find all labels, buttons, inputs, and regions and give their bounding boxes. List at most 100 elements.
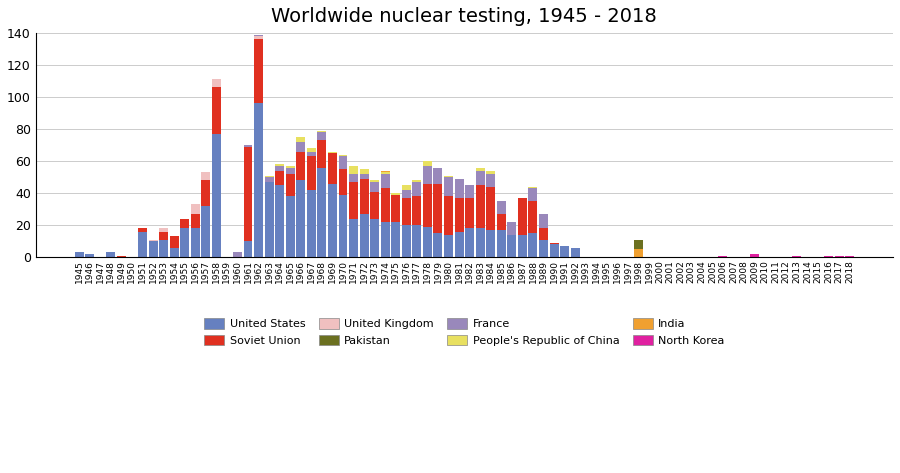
Bar bbox=[138, 228, 147, 232]
Bar bbox=[486, 174, 495, 187]
Bar bbox=[318, 140, 327, 167]
Bar bbox=[349, 182, 358, 219]
Bar bbox=[138, 232, 147, 257]
Bar bbox=[275, 166, 284, 171]
Bar bbox=[285, 167, 294, 174]
Bar bbox=[518, 198, 526, 235]
Bar bbox=[401, 225, 410, 257]
Bar bbox=[117, 255, 126, 257]
Bar bbox=[476, 167, 485, 171]
Bar bbox=[244, 241, 253, 257]
Bar bbox=[349, 166, 358, 174]
Bar bbox=[244, 147, 253, 241]
Bar bbox=[750, 254, 759, 257]
Bar bbox=[401, 185, 410, 190]
Bar bbox=[634, 249, 643, 257]
Bar bbox=[265, 182, 274, 257]
Bar bbox=[381, 174, 390, 188]
Bar bbox=[296, 137, 305, 142]
Bar bbox=[169, 247, 178, 257]
Bar bbox=[360, 169, 369, 174]
Bar bbox=[539, 214, 548, 228]
Bar bbox=[202, 180, 211, 206]
Bar bbox=[328, 153, 337, 184]
Bar bbox=[106, 253, 115, 257]
Bar bbox=[497, 230, 506, 257]
Bar bbox=[476, 171, 485, 185]
Bar bbox=[148, 241, 157, 257]
Bar bbox=[454, 198, 464, 232]
Bar bbox=[476, 185, 485, 228]
Bar bbox=[465, 185, 474, 198]
Bar bbox=[285, 196, 294, 257]
Bar bbox=[338, 195, 347, 257]
Title: Worldwide nuclear testing, 1945 - 2018: Worldwide nuclear testing, 1945 - 2018 bbox=[272, 7, 657, 26]
Bar bbox=[360, 179, 369, 214]
Bar bbox=[528, 187, 537, 188]
Bar bbox=[392, 193, 400, 195]
Bar bbox=[212, 88, 220, 134]
Bar bbox=[338, 169, 347, 195]
Bar bbox=[349, 219, 358, 257]
Bar bbox=[824, 255, 833, 257]
Bar bbox=[412, 180, 421, 182]
Bar bbox=[202, 206, 211, 257]
Bar bbox=[275, 171, 284, 185]
Bar bbox=[307, 149, 316, 151]
Bar bbox=[634, 239, 643, 249]
Bar bbox=[349, 174, 358, 182]
Bar bbox=[423, 227, 432, 257]
Bar bbox=[265, 175, 274, 177]
Bar bbox=[486, 171, 495, 174]
Bar bbox=[285, 166, 294, 167]
Bar bbox=[360, 174, 369, 179]
Bar bbox=[497, 201, 506, 214]
Bar bbox=[202, 172, 211, 180]
Bar bbox=[550, 245, 559, 257]
Bar bbox=[486, 187, 495, 230]
Bar bbox=[86, 254, 94, 257]
Bar bbox=[254, 35, 263, 36]
Bar bbox=[550, 243, 559, 245]
Bar bbox=[508, 222, 517, 235]
Bar bbox=[360, 214, 369, 257]
Bar bbox=[318, 131, 327, 132]
Bar bbox=[169, 236, 178, 247]
Bar bbox=[444, 177, 453, 196]
Bar bbox=[212, 134, 220, 257]
Bar bbox=[539, 228, 548, 239]
Bar bbox=[834, 255, 843, 257]
Bar bbox=[233, 253, 242, 257]
Bar bbox=[528, 233, 537, 257]
Bar bbox=[508, 235, 517, 257]
Bar bbox=[265, 177, 274, 182]
Bar bbox=[412, 196, 421, 225]
Bar bbox=[465, 198, 474, 228]
Bar bbox=[518, 235, 526, 257]
Bar bbox=[159, 228, 168, 232]
Bar bbox=[434, 184, 443, 233]
Bar bbox=[275, 164, 284, 166]
Bar bbox=[75, 253, 84, 257]
Bar bbox=[307, 156, 316, 190]
Bar bbox=[254, 39, 263, 104]
Bar bbox=[159, 239, 168, 257]
Bar bbox=[370, 192, 379, 219]
Bar bbox=[486, 230, 495, 257]
Bar bbox=[497, 214, 506, 230]
Bar bbox=[444, 235, 453, 257]
Bar bbox=[191, 204, 200, 214]
Bar bbox=[401, 190, 410, 198]
Bar bbox=[296, 180, 305, 257]
Bar bbox=[560, 246, 569, 257]
Bar bbox=[528, 201, 537, 233]
Bar bbox=[148, 239, 157, 241]
Bar bbox=[423, 161, 432, 166]
Bar bbox=[718, 255, 727, 257]
Bar bbox=[191, 228, 200, 257]
Bar bbox=[328, 184, 337, 257]
Bar bbox=[191, 214, 200, 228]
Bar bbox=[254, 36, 263, 39]
Bar bbox=[338, 155, 347, 156]
Bar bbox=[296, 151, 305, 180]
